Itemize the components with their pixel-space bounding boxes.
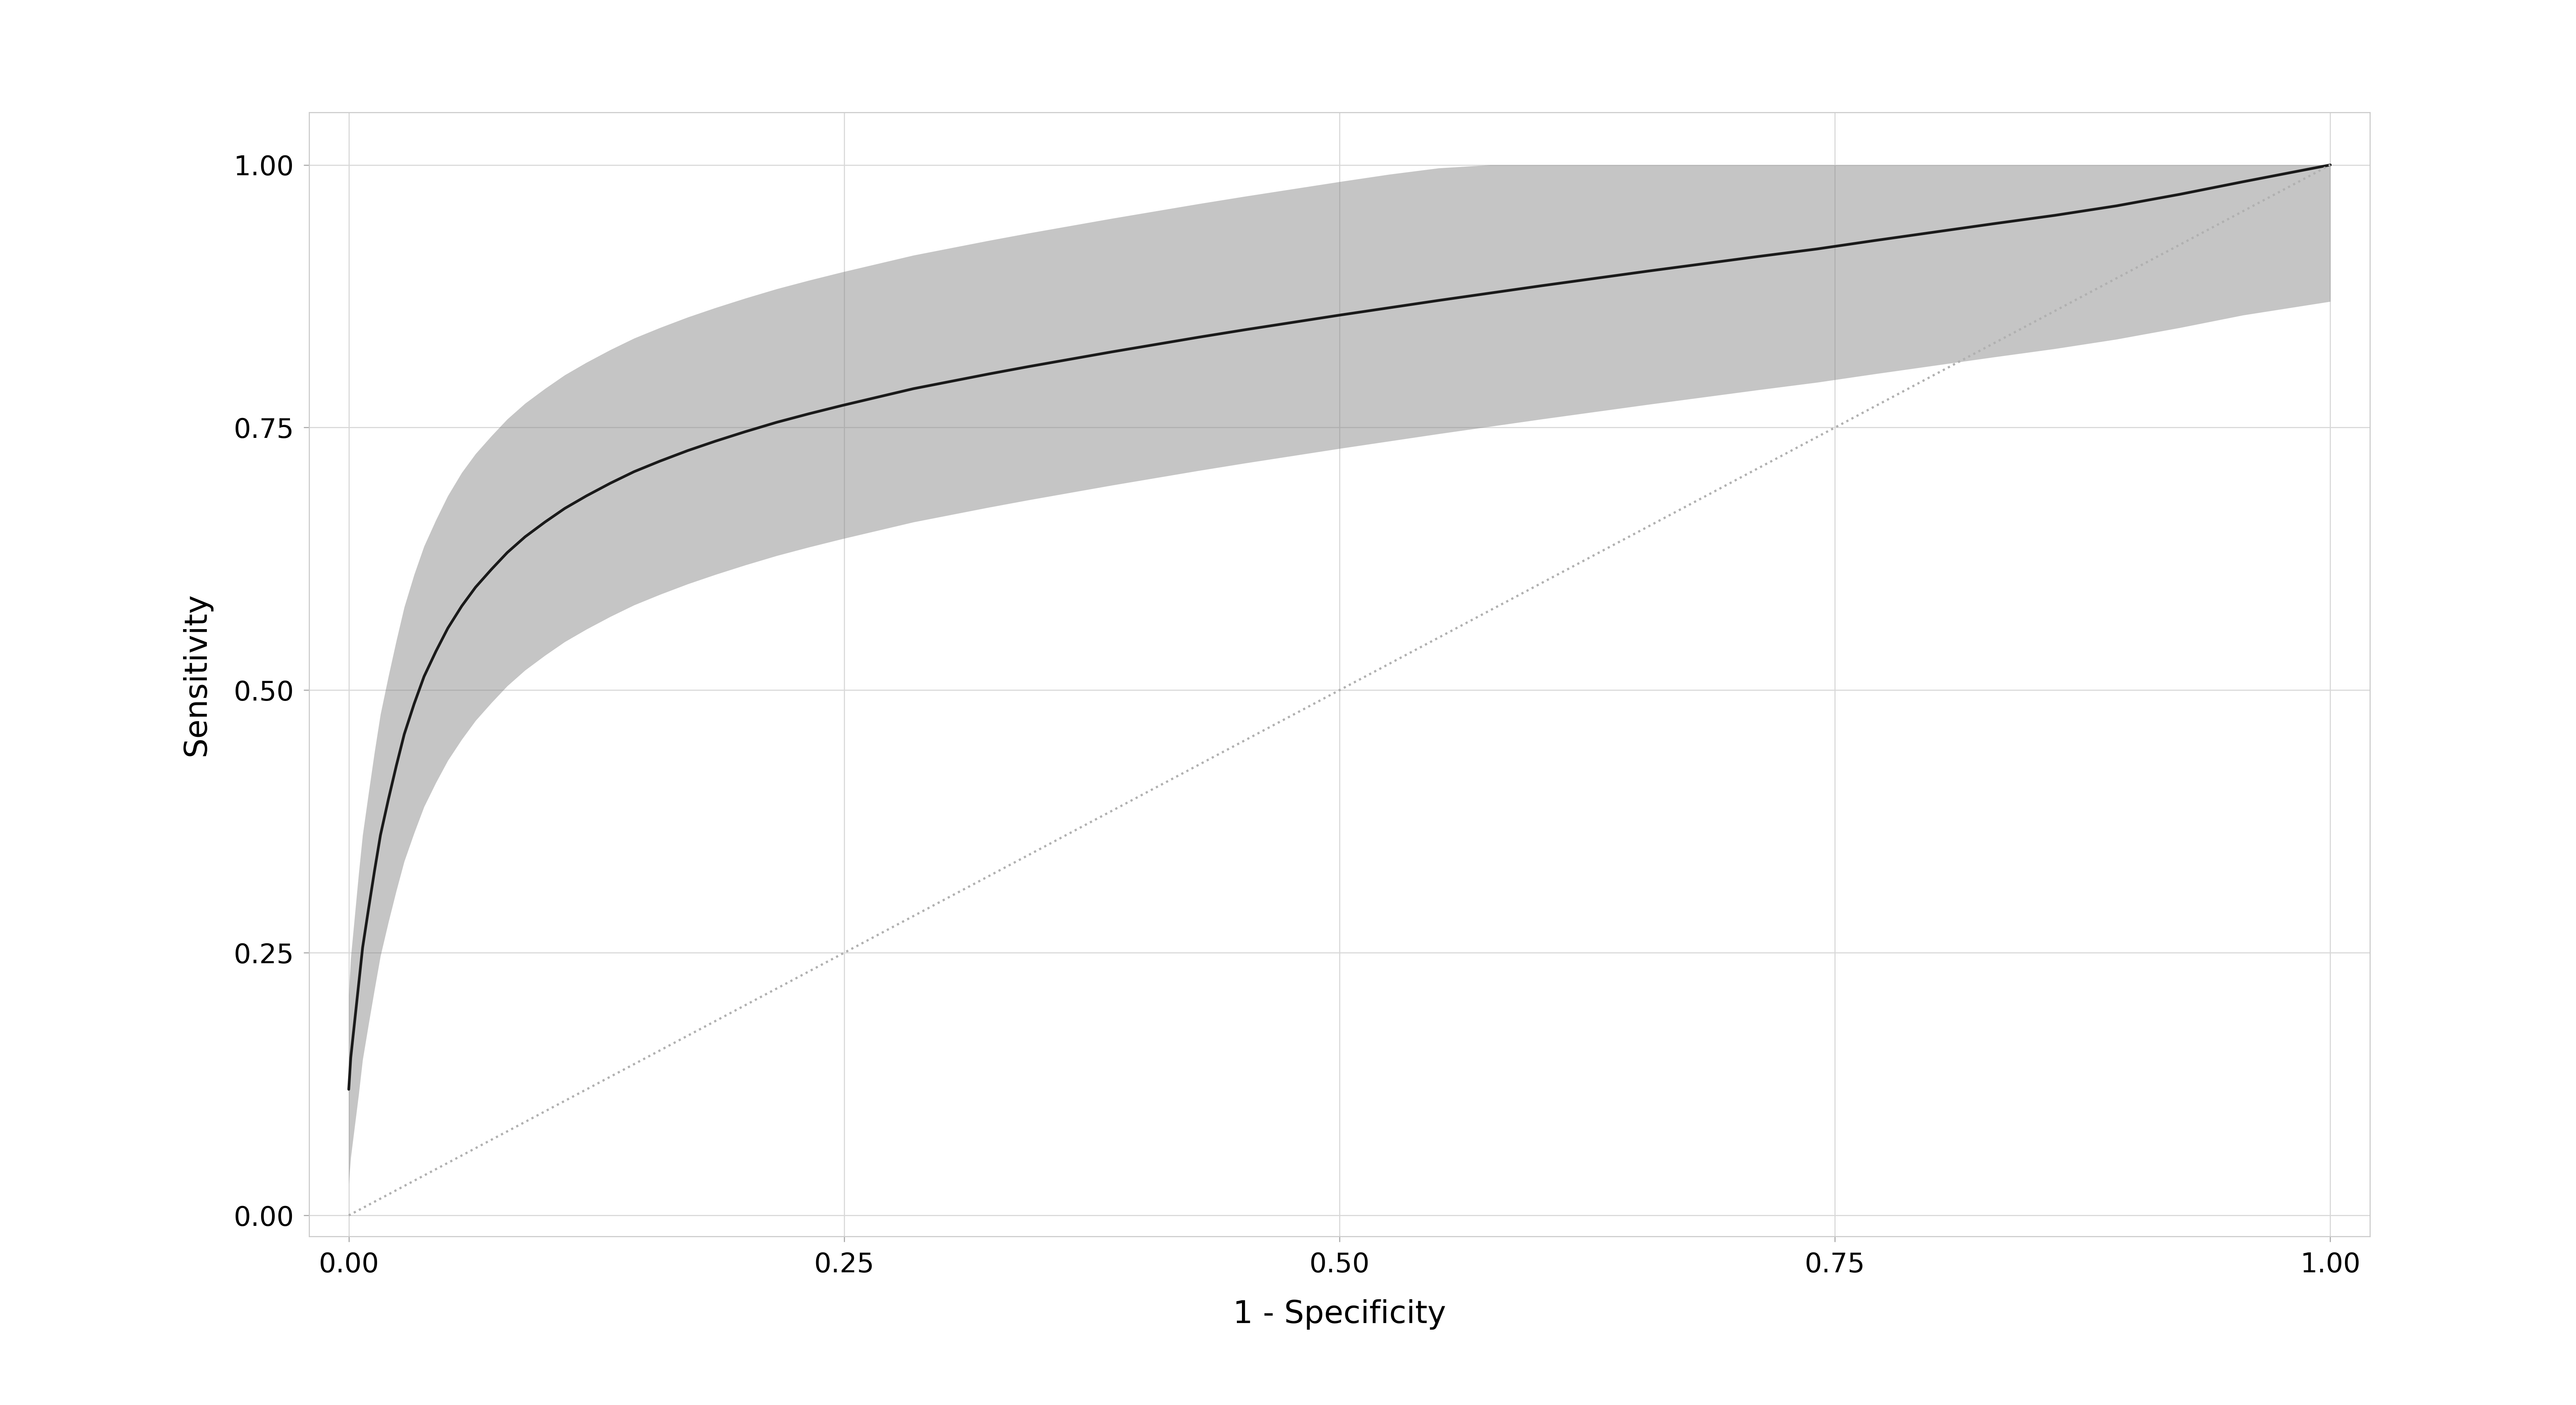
X-axis label: 1 - Specificity: 1 - Specificity — [1234, 1300, 1445, 1331]
Y-axis label: Sensitivity: Sensitivity — [180, 593, 211, 756]
